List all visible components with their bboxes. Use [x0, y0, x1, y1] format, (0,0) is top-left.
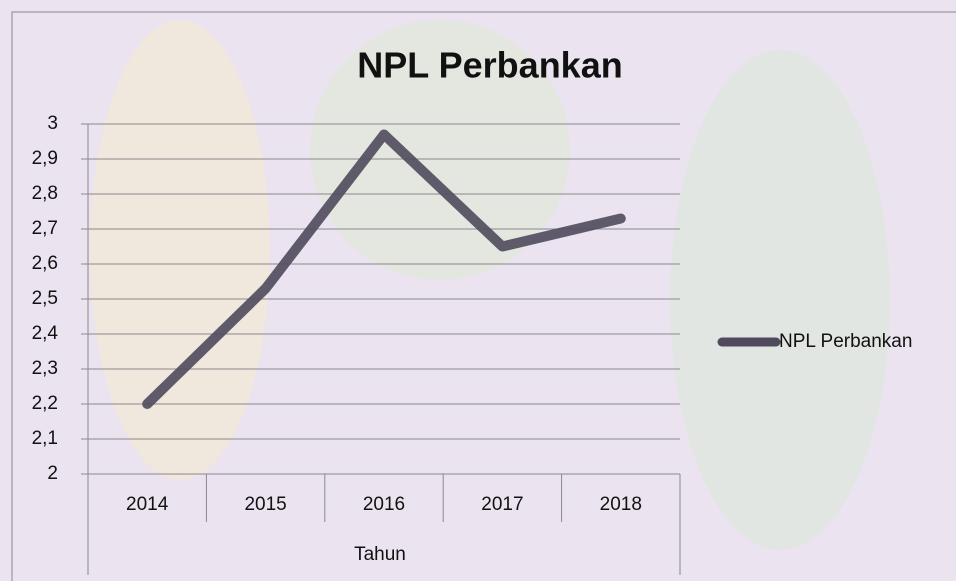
x-tick-label: 2017 [481, 494, 523, 515]
x-tick-label: 2015 [244, 494, 286, 515]
y-tick-label: 2,9 [32, 148, 58, 169]
x-tick-label: 2016 [363, 494, 405, 515]
chart-title: NPL Perbankan [357, 45, 622, 86]
x-tick-label: 2014 [126, 494, 169, 515]
watermark [90, 20, 270, 480]
y-tick-label: 2,3 [32, 358, 58, 379]
y-tick-label: 2,8 [32, 183, 58, 204]
watermark [670, 50, 890, 550]
y-tick-label: 3 [47, 113, 58, 134]
page: {"chart_data": {"type": "line", "title":… [0, 0, 956, 581]
legend-label: NPL Perbankan [779, 331, 912, 352]
y-tick-label: 2 [47, 463, 58, 484]
y-tick-label: 2,4 [32, 323, 59, 344]
y-tick-label: 2,1 [32, 428, 58, 449]
chart: NPL Perbankan Tahun 2 2,1 2,2 2,3 2,4 2,5 2,6 2… [0, 0, 956, 581]
x-axis-label: Tahun [354, 544, 406, 565]
y-tick-label: 2,6 [32, 253, 58, 274]
y-tick-label: 2,2 [32, 393, 58, 414]
y-tick-label: 2,7 [32, 218, 58, 239]
y-tick-label: 2,5 [32, 288, 58, 309]
x-tick-label: 2018 [600, 494, 642, 515]
